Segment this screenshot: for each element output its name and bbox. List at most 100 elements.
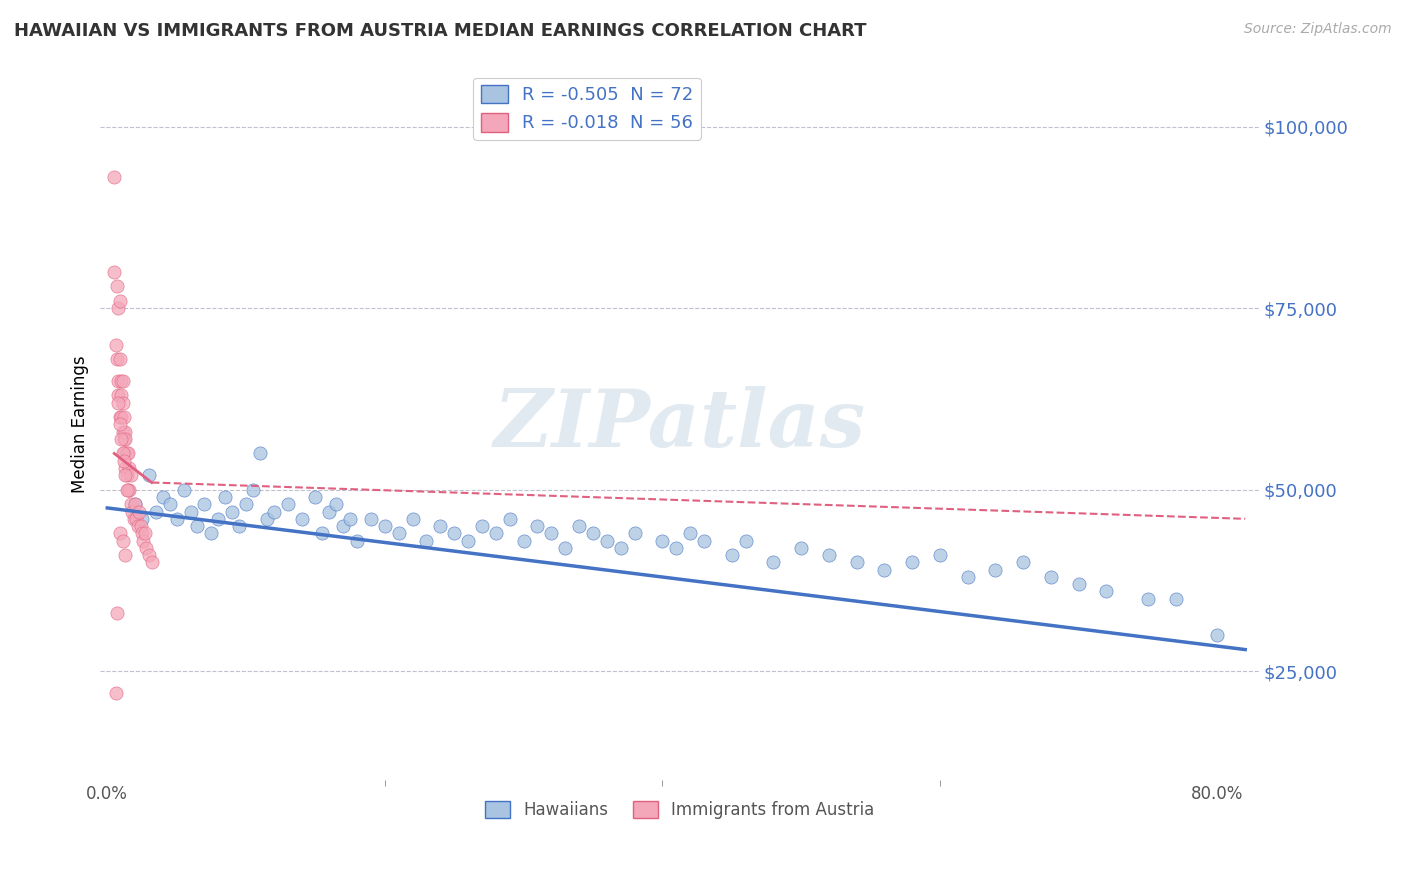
- Point: [124, 497, 146, 511]
- Point: [609, 541, 631, 555]
- Point: [138, 468, 160, 483]
- Point: [117, 446, 139, 460]
- Point: [105, 352, 128, 367]
- Point: [114, 425, 136, 439]
- Point: [110, 410, 132, 425]
- Point: [112, 454, 135, 468]
- Point: [107, 395, 129, 409]
- Point: [120, 497, 142, 511]
- Point: [108, 417, 131, 432]
- Point: [115, 483, 138, 497]
- Point: [277, 497, 299, 511]
- Point: [762, 556, 785, 570]
- Point: [790, 541, 813, 555]
- Y-axis label: Median Earnings: Median Earnings: [72, 356, 89, 493]
- Point: [1095, 584, 1118, 599]
- Point: [901, 556, 924, 570]
- Point: [596, 533, 619, 548]
- Point: [125, 512, 148, 526]
- Point: [263, 505, 285, 519]
- Point: [242, 483, 264, 497]
- Point: [127, 519, 149, 533]
- Point: [325, 497, 347, 511]
- Point: [118, 461, 141, 475]
- Point: [512, 533, 534, 548]
- Point: [388, 526, 411, 541]
- Point: [457, 533, 479, 548]
- Point: [112, 432, 135, 446]
- Text: Source: ZipAtlas.com: Source: ZipAtlas.com: [1244, 22, 1392, 37]
- Point: [360, 512, 382, 526]
- Point: [145, 505, 167, 519]
- Point: [734, 533, 756, 548]
- Point: [128, 505, 150, 519]
- Point: [485, 526, 508, 541]
- Point: [114, 468, 136, 483]
- Point: [108, 526, 131, 541]
- Point: [235, 497, 257, 511]
- Point: [138, 548, 160, 562]
- Point: [110, 388, 132, 402]
- Point: [339, 512, 361, 526]
- Point: [107, 374, 129, 388]
- Text: ZIPatlas: ZIPatlas: [494, 385, 866, 463]
- Point: [256, 512, 278, 526]
- Point: [105, 279, 128, 293]
- Point: [166, 512, 188, 526]
- Point: [845, 556, 868, 570]
- Point: [111, 425, 134, 439]
- Point: [111, 533, 134, 548]
- Point: [111, 446, 134, 460]
- Point: [346, 533, 368, 548]
- Point: [134, 526, 156, 541]
- Point: [135, 541, 157, 555]
- Point: [193, 497, 215, 511]
- Point: [118, 483, 141, 497]
- Point: [114, 432, 136, 446]
- Point: [114, 461, 136, 475]
- Point: [103, 170, 125, 185]
- Point: [117, 483, 139, 497]
- Point: [180, 505, 202, 519]
- Point: [110, 374, 132, 388]
- Point: [104, 337, 127, 351]
- Point: [124, 497, 146, 511]
- Point: [1206, 628, 1229, 642]
- Point: [103, 265, 125, 279]
- Point: [443, 526, 465, 541]
- Point: [141, 556, 163, 570]
- Point: [429, 519, 451, 533]
- Point: [111, 374, 134, 388]
- Point: [110, 432, 132, 446]
- Point: [121, 505, 143, 519]
- Text: HAWAIIAN VS IMMIGRANTS FROM AUSTRIA MEDIAN EARNINGS CORRELATION CHART: HAWAIIAN VS IMMIGRANTS FROM AUSTRIA MEDI…: [14, 22, 866, 40]
- Point: [1012, 556, 1035, 570]
- Point: [131, 512, 153, 526]
- Point: [471, 519, 494, 533]
- Point: [693, 533, 716, 548]
- Point: [374, 519, 396, 533]
- Point: [499, 512, 522, 526]
- Point: [1067, 577, 1090, 591]
- Point: [554, 541, 576, 555]
- Point: [1039, 570, 1062, 584]
- Point: [115, 446, 138, 460]
- Point: [651, 533, 673, 548]
- Point: [207, 512, 229, 526]
- Point: [984, 563, 1007, 577]
- Point: [108, 410, 131, 425]
- Point: [114, 548, 136, 562]
- Point: [104, 686, 127, 700]
- Point: [929, 548, 952, 562]
- Point: [526, 519, 548, 533]
- Point: [115, 468, 138, 483]
- Point: [332, 519, 354, 533]
- Point: [221, 505, 243, 519]
- Point: [173, 483, 195, 497]
- Point: [112, 446, 135, 460]
- Point: [107, 301, 129, 316]
- Point: [1164, 591, 1187, 606]
- Point: [186, 519, 208, 533]
- Point: [290, 512, 312, 526]
- Legend: Hawaiians, Immigrants from Austria: Hawaiians, Immigrants from Austria: [478, 794, 882, 825]
